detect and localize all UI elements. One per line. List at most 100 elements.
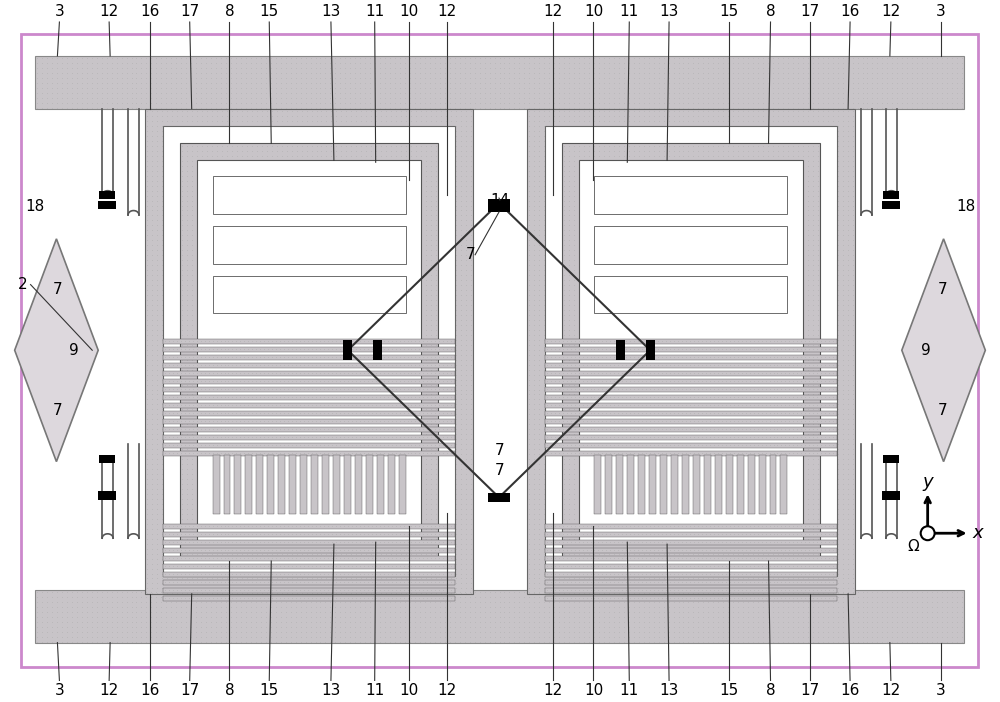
Bar <box>35 56 964 109</box>
Bar <box>545 443 837 448</box>
Text: 7: 7 <box>495 463 505 478</box>
Bar <box>594 176 787 214</box>
Bar <box>693 455 700 515</box>
Bar <box>770 455 776 515</box>
Bar <box>545 371 837 376</box>
Text: 11: 11 <box>620 684 639 698</box>
Bar <box>99 455 115 463</box>
Bar <box>163 596 455 601</box>
Text: 3: 3 <box>55 684 64 698</box>
Bar <box>163 411 455 416</box>
Text: 17: 17 <box>180 4 199 19</box>
Bar <box>197 160 421 542</box>
Text: 11: 11 <box>620 4 639 19</box>
Bar <box>682 455 689 515</box>
Bar <box>545 411 837 416</box>
Polygon shape <box>15 239 98 462</box>
Text: 18: 18 <box>956 199 975 213</box>
Bar <box>545 379 837 384</box>
Bar <box>748 455 755 515</box>
Bar <box>366 455 373 515</box>
Text: 10: 10 <box>399 684 418 698</box>
Bar <box>399 455 406 515</box>
Text: 12: 12 <box>438 4 457 19</box>
Text: 17: 17 <box>180 684 199 698</box>
Bar <box>35 590 964 642</box>
Bar <box>163 355 455 360</box>
Bar <box>605 455 612 515</box>
Text: 10: 10 <box>584 684 603 698</box>
Bar <box>627 455 634 515</box>
Bar <box>322 455 329 515</box>
Bar <box>355 455 362 515</box>
Bar <box>145 109 473 594</box>
Bar <box>671 455 678 515</box>
Bar <box>163 339 455 344</box>
Bar <box>562 143 820 559</box>
Text: 8: 8 <box>225 684 234 698</box>
Text: 12: 12 <box>100 4 119 19</box>
Bar <box>780 455 787 515</box>
Bar <box>545 126 837 576</box>
Bar <box>289 455 296 515</box>
Bar <box>545 541 837 545</box>
Bar <box>715 455 722 515</box>
Bar <box>646 340 655 360</box>
Bar <box>377 455 384 515</box>
Text: 16: 16 <box>840 4 860 19</box>
Bar <box>256 455 263 515</box>
Bar <box>278 455 285 515</box>
Bar <box>163 588 455 593</box>
Bar <box>545 548 837 553</box>
Bar <box>311 455 318 515</box>
Bar <box>163 548 455 553</box>
Text: 10: 10 <box>399 4 418 19</box>
Text: x: x <box>972 524 983 542</box>
Text: 12: 12 <box>438 684 457 698</box>
Bar <box>545 363 837 368</box>
Text: 15: 15 <box>719 4 738 19</box>
Bar <box>545 427 837 432</box>
Bar <box>594 276 787 313</box>
Bar <box>545 347 837 352</box>
Bar <box>388 455 395 515</box>
Text: 7: 7 <box>465 247 475 263</box>
Bar <box>545 387 837 392</box>
Bar <box>545 588 837 593</box>
Bar <box>213 226 406 264</box>
Text: 12: 12 <box>881 4 900 19</box>
Bar <box>616 340 625 360</box>
Text: 3: 3 <box>55 4 64 19</box>
Bar <box>163 403 455 408</box>
Bar <box>726 455 733 515</box>
Bar <box>163 564 455 569</box>
Bar <box>163 580 455 585</box>
Bar <box>545 572 837 577</box>
Text: Ω: Ω <box>908 539 920 554</box>
Bar <box>545 419 837 424</box>
Text: 15: 15 <box>260 4 279 19</box>
Text: 3: 3 <box>936 4 945 19</box>
Text: 18: 18 <box>25 199 44 213</box>
Text: 8: 8 <box>766 4 775 19</box>
Text: 12: 12 <box>543 684 562 698</box>
Bar <box>660 455 667 515</box>
Bar <box>163 379 455 384</box>
Text: y: y <box>922 473 933 491</box>
Bar <box>163 387 455 392</box>
Text: 16: 16 <box>840 684 860 698</box>
Bar <box>98 201 116 209</box>
Text: 10: 10 <box>584 4 603 19</box>
Bar <box>488 199 510 208</box>
Bar <box>704 455 711 515</box>
Text: 8: 8 <box>225 4 234 19</box>
Bar <box>594 455 601 515</box>
Text: 7: 7 <box>495 443 505 458</box>
Polygon shape <box>902 239 985 462</box>
Bar <box>163 347 455 352</box>
Text: 13: 13 <box>321 684 341 698</box>
Bar <box>163 443 455 448</box>
Text: 8: 8 <box>766 684 775 698</box>
Bar <box>163 126 455 576</box>
Text: 13: 13 <box>659 684 679 698</box>
